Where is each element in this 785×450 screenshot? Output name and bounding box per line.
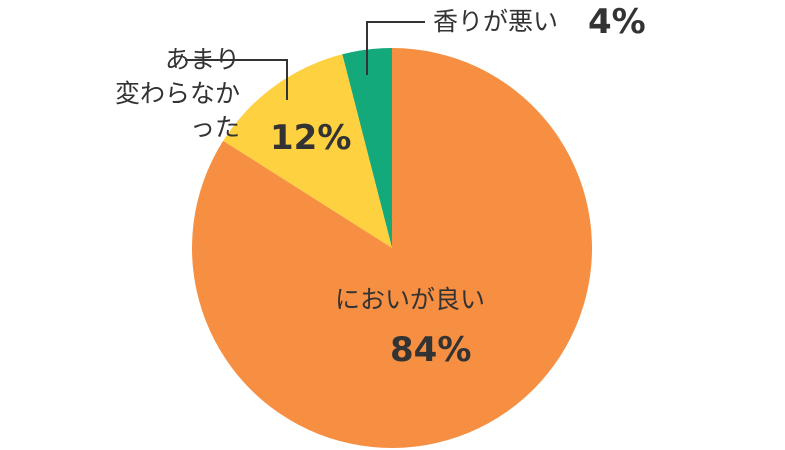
category-label: あまり 変わらなかった xyxy=(114,45,240,142)
category-label: 香りが悪い xyxy=(433,7,559,36)
pie-slice xyxy=(342,48,392,248)
pie-slice xyxy=(191,48,592,448)
pie-slice xyxy=(223,54,392,248)
category-label: においが良い xyxy=(335,285,486,314)
leader-line xyxy=(185,59,288,100)
value-label: 4% xyxy=(588,2,646,42)
leader-line xyxy=(366,21,425,75)
value-label: 84% xyxy=(390,330,472,370)
value-label: 12% xyxy=(270,118,352,158)
